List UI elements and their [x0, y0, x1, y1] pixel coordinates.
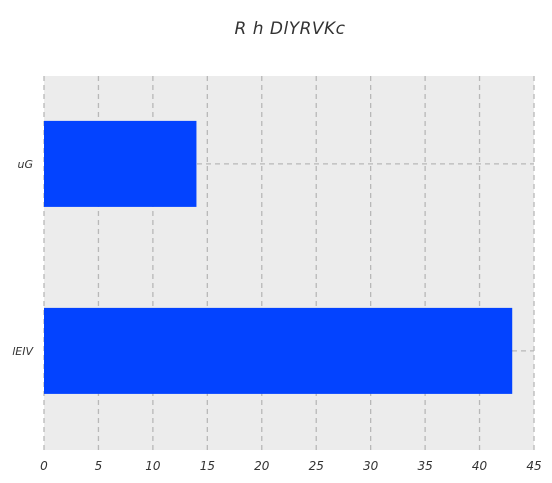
bars	[44, 120, 513, 394]
y-category-label: uG	[18, 158, 34, 171]
bar-lEIV	[44, 307, 513, 394]
x-tick-label: 20	[254, 459, 270, 473]
x-tick-label: 15	[200, 459, 215, 473]
y-category-labels: uG lEIV	[12, 158, 34, 358]
x-tick-label: 45	[526, 459, 541, 473]
x-tick-label: 0	[40, 459, 48, 473]
x-tick-labels: 0 5 10 15 20 25 30 35 40 45	[40, 459, 541, 473]
x-tick-label: 5	[95, 459, 103, 473]
x-tick-label: 35	[417, 459, 432, 473]
x-tick-label: 30	[363, 459, 379, 473]
x-tick-label: 10	[145, 459, 161, 473]
bar-uG	[44, 120, 197, 207]
y-category-label: lEIV	[12, 345, 34, 358]
x-tick-label: 25	[309, 459, 324, 473]
x-tick-label: 40	[472, 459, 488, 473]
chart-title: R h DlYRVKc	[234, 19, 345, 39]
